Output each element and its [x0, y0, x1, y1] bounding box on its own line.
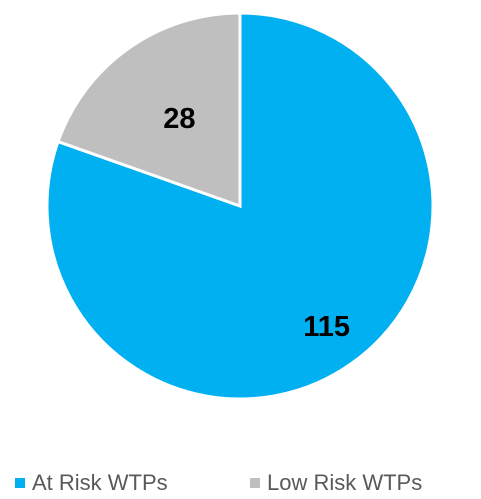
legend-label-at-risk: At Risk WTPs — [32, 470, 168, 495]
legend-label-low-risk: Low Risk WTPs — [267, 470, 423, 495]
data-label-at-risk-wtps: 115 — [303, 311, 350, 343]
data-label-low-risk-wtps: 28 — [163, 103, 195, 135]
chart-legend: At Risk WTPs Low Risk WTPs — [0, 470, 481, 496]
pie-slice-low-risk-wtps — [56, 11, 242, 209]
legend-item-at-risk: At Risk WTPs — [15, 470, 168, 496]
legend-item-low-risk: Low Risk WTPs — [250, 470, 422, 496]
legend-swatch-low-risk — [250, 478, 260, 488]
legend-swatch-at-risk — [15, 478, 25, 488]
